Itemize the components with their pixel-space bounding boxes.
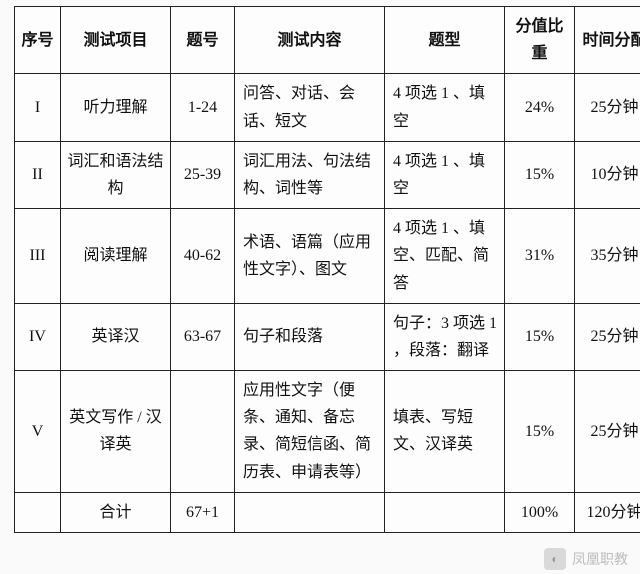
cell-item: 词汇和语法结构 xyxy=(61,141,171,208)
cell-index: II xyxy=(15,141,61,208)
cell-item: 英译汉 xyxy=(61,303,171,370)
cell-time: 25分钟 xyxy=(575,371,640,493)
cell-qno: 63-67 xyxy=(171,303,235,370)
cell-content: 词汇用法、句法结构、词性等 xyxy=(235,141,385,208)
header-time: 时间分配 xyxy=(575,7,640,74)
total-weight: 100% xyxy=(505,492,575,532)
cell-weight: 24% xyxy=(505,74,575,141)
total-blank2 xyxy=(235,492,385,532)
cell-content: 术语、语篇（应用性文字）、图文 xyxy=(235,209,385,304)
table-header-row: 序号 测试项目 题号 测试内容 题型 分值比重 时间分配 xyxy=(15,7,640,74)
header-qno: 题号 xyxy=(171,7,235,74)
cell-weight: 15% xyxy=(505,141,575,208)
cell-index: V xyxy=(15,371,61,493)
cell-weight: 15% xyxy=(505,371,575,493)
cell-weight: 31% xyxy=(505,209,575,304)
header-weight: 分值比重 xyxy=(505,7,575,74)
cell-index: IV xyxy=(15,303,61,370)
cell-qtype: 4 项选 1 、填空 xyxy=(385,74,505,141)
cell-qtype: 4 项选 1 、填空、匹配、简答 xyxy=(385,209,505,304)
cell-content: 问答、对话、会话、短文 xyxy=(235,74,385,141)
cell-content: 应用性文字（便条、通知、备忘录、简短信函、简历表、申请表等） xyxy=(235,371,385,493)
cell-time: 35分钟 xyxy=(575,209,640,304)
total-blank3 xyxy=(385,492,505,532)
cell-qtype: 填表、写短文、汉译英 xyxy=(385,371,505,493)
table-total-row: 合计 67+1 100% 120分钟 xyxy=(15,492,640,532)
watermark: ◐ 凤凰职教 xyxy=(544,548,628,570)
header-item: 测试项目 xyxy=(61,7,171,74)
cell-index: III xyxy=(15,209,61,304)
cell-time: 25分钟 xyxy=(575,303,640,370)
total-time: 120分钟 xyxy=(575,492,640,532)
header-index: 序号 xyxy=(15,7,61,74)
page: 序号 测试项目 题号 测试内容 题型 分值比重 时间分配 I 听力理解 1-24… xyxy=(0,0,640,574)
watermark-logo-icon: ◐ xyxy=(544,548,566,570)
total-label: 合计 xyxy=(61,492,171,532)
cell-content: 句子和段落 xyxy=(235,303,385,370)
table-row: IV 英译汉 63-67 句子和段落 句子：3 项选 1 ，段落：翻译 15% … xyxy=(15,303,640,370)
header-content: 测试内容 xyxy=(235,7,385,74)
spec-table: 序号 测试项目 题号 测试内容 题型 分值比重 时间分配 I 听力理解 1-24… xyxy=(14,6,640,533)
cell-time: 25分钟 xyxy=(575,74,640,141)
cell-index: I xyxy=(15,74,61,141)
table-row: III 阅读理解 40-62 术语、语篇（应用性文字）、图文 4 项选 1 、填… xyxy=(15,209,640,304)
table-row: II 词汇和语法结构 25-39 词汇用法、句法结构、词性等 4 项选 1 、填… xyxy=(15,141,640,208)
watermark-text: 凤凰职教 xyxy=(572,549,628,569)
cell-qtype: 4 项选 1 、填空 xyxy=(385,141,505,208)
cell-qtype: 句子：3 项选 1 ，段落：翻译 xyxy=(385,303,505,370)
cell-qno: 25-39 xyxy=(171,141,235,208)
cell-qno: 1-24 xyxy=(171,74,235,141)
cell-item: 听力理解 xyxy=(61,74,171,141)
cell-qno: 40-62 xyxy=(171,209,235,304)
cell-qno xyxy=(171,371,235,493)
total-blank xyxy=(15,492,61,532)
cell-time: 10分钟 xyxy=(575,141,640,208)
table-row: V 英文写作 / 汉译英 应用性文字（便条、通知、备忘录、简短信函、简历表、申请… xyxy=(15,371,640,493)
cell-item: 阅读理解 xyxy=(61,209,171,304)
total-qno: 67+1 xyxy=(171,492,235,532)
header-qtype: 题型 xyxy=(385,7,505,74)
cell-weight: 15% xyxy=(505,303,575,370)
table-row: I 听力理解 1-24 问答、对话、会话、短文 4 项选 1 、填空 24% 2… xyxy=(15,74,640,141)
cell-item: 英文写作 / 汉译英 xyxy=(61,371,171,493)
